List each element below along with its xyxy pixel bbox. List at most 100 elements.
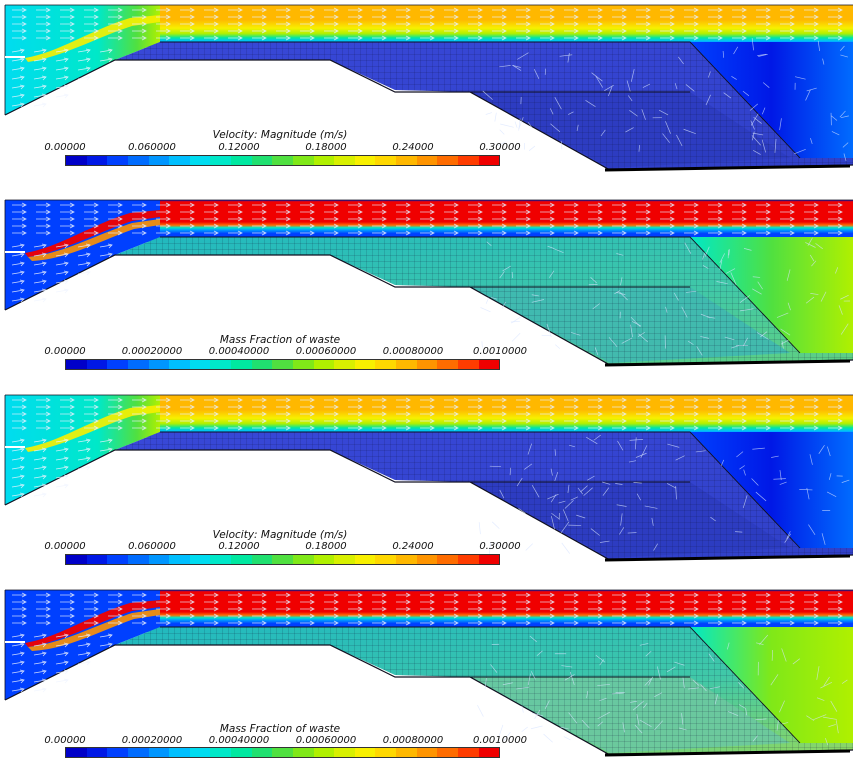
velocity-vector xyxy=(180,404,195,410)
velocity-vector xyxy=(252,7,267,13)
velocity-vector xyxy=(396,620,411,626)
velocity-vector xyxy=(516,606,531,612)
velocity-vector xyxy=(636,397,651,403)
velocity-vector xyxy=(99,447,113,453)
velocity-vector xyxy=(662,133,670,143)
velocity-vector xyxy=(468,613,483,619)
velocity-vector xyxy=(684,592,699,598)
velocity-vector xyxy=(33,678,47,684)
velocity-vector xyxy=(324,404,339,410)
velocity-vector xyxy=(779,118,782,131)
velocity-vector xyxy=(372,7,387,13)
velocity-vector xyxy=(732,28,747,34)
velocity-vector xyxy=(492,620,507,626)
step-outline xyxy=(160,626,801,744)
velocity-vector xyxy=(559,54,573,57)
velocity-vector xyxy=(420,202,435,208)
velocity-vector xyxy=(828,14,843,20)
velocity-vector xyxy=(516,477,523,487)
velocity-vector xyxy=(484,678,487,690)
velocity-vector xyxy=(300,216,315,222)
velocity-vector xyxy=(60,35,75,41)
velocity-vector xyxy=(835,267,839,274)
velocity-vector xyxy=(540,613,555,619)
velocity-vector xyxy=(732,397,747,403)
colorbar-tick-label: 0.30000 xyxy=(479,142,521,153)
velocity-vector xyxy=(55,660,69,666)
velocity-vector xyxy=(752,132,764,136)
velocity-vector xyxy=(594,347,599,356)
velocity-vector xyxy=(841,679,848,684)
velocity-vector xyxy=(444,397,459,403)
velocity-vector xyxy=(12,7,27,13)
velocity-vector xyxy=(612,620,627,626)
velocity-vector xyxy=(516,216,531,222)
velocity-vector xyxy=(11,243,25,249)
velocity-vector xyxy=(324,216,339,222)
velocity-vector xyxy=(11,456,25,462)
velocity-vector xyxy=(228,209,243,215)
velocity-vector xyxy=(804,21,819,27)
velocity-vector xyxy=(732,209,747,215)
velocity-vector xyxy=(521,705,524,713)
velocity-vector xyxy=(372,230,387,236)
velocity-vector xyxy=(300,209,315,215)
velocity-vector xyxy=(516,404,531,410)
velocity-vector xyxy=(468,425,483,431)
velocity-vector xyxy=(780,425,795,431)
velocity-vector xyxy=(616,253,624,256)
velocity-vector xyxy=(702,265,709,269)
colorbar-segment xyxy=(231,555,252,564)
velocity-vector xyxy=(756,404,771,410)
velocity-vector xyxy=(828,7,843,13)
velocity-vector xyxy=(444,209,459,215)
velocity-vector xyxy=(492,606,507,612)
velocity-vector xyxy=(732,613,747,619)
velocity-vector xyxy=(554,449,556,456)
velocity-vector xyxy=(733,46,739,55)
velocity-vector xyxy=(492,28,507,34)
velocity-vector xyxy=(84,21,99,27)
velocity-vector xyxy=(732,606,747,612)
velocity-vector xyxy=(276,14,291,20)
velocity-vector xyxy=(674,661,685,666)
velocity-vector xyxy=(180,613,195,619)
velocity-vector xyxy=(726,268,736,274)
velocity-vector xyxy=(33,243,47,249)
velocity-vector xyxy=(180,418,195,424)
velocity-vector xyxy=(660,216,675,222)
velocity-vector xyxy=(444,202,459,208)
velocity-vector xyxy=(228,35,243,41)
velocity-vector xyxy=(372,397,387,403)
velocity-vector xyxy=(348,216,363,222)
velocity-vector xyxy=(636,493,642,501)
velocity-vector xyxy=(828,209,843,215)
velocity-vector xyxy=(644,505,658,509)
velocity-vector xyxy=(204,411,219,417)
colorbar-tick-label: 0.30000 xyxy=(479,541,521,552)
colorbar-segment xyxy=(313,748,335,757)
velocity-vector xyxy=(396,14,411,20)
velocity-vector xyxy=(612,202,627,208)
velocity-vector xyxy=(468,223,483,229)
velocity-vector xyxy=(696,346,703,356)
velocity-vector xyxy=(33,492,47,498)
velocity-vector xyxy=(60,7,75,13)
velocity-vector xyxy=(132,28,147,34)
colorbar-segment xyxy=(292,360,314,369)
colorbar-tick-label: 0.00000 xyxy=(44,735,86,746)
velocity-vector xyxy=(33,270,47,276)
velocity-vector xyxy=(588,28,603,34)
velocity-vector xyxy=(679,727,687,731)
velocity-vector xyxy=(99,57,113,63)
colorbar-segment xyxy=(127,555,149,564)
velocity-vector xyxy=(612,7,627,13)
velocity-vector xyxy=(492,592,507,598)
velocity-vector xyxy=(636,202,651,208)
bed-floor-line xyxy=(604,359,851,367)
velocity-vector xyxy=(84,404,99,410)
colorbar-segment xyxy=(272,360,293,369)
velocity-vector xyxy=(549,270,555,278)
velocity-vector xyxy=(550,123,561,133)
velocity-vector xyxy=(252,35,267,41)
